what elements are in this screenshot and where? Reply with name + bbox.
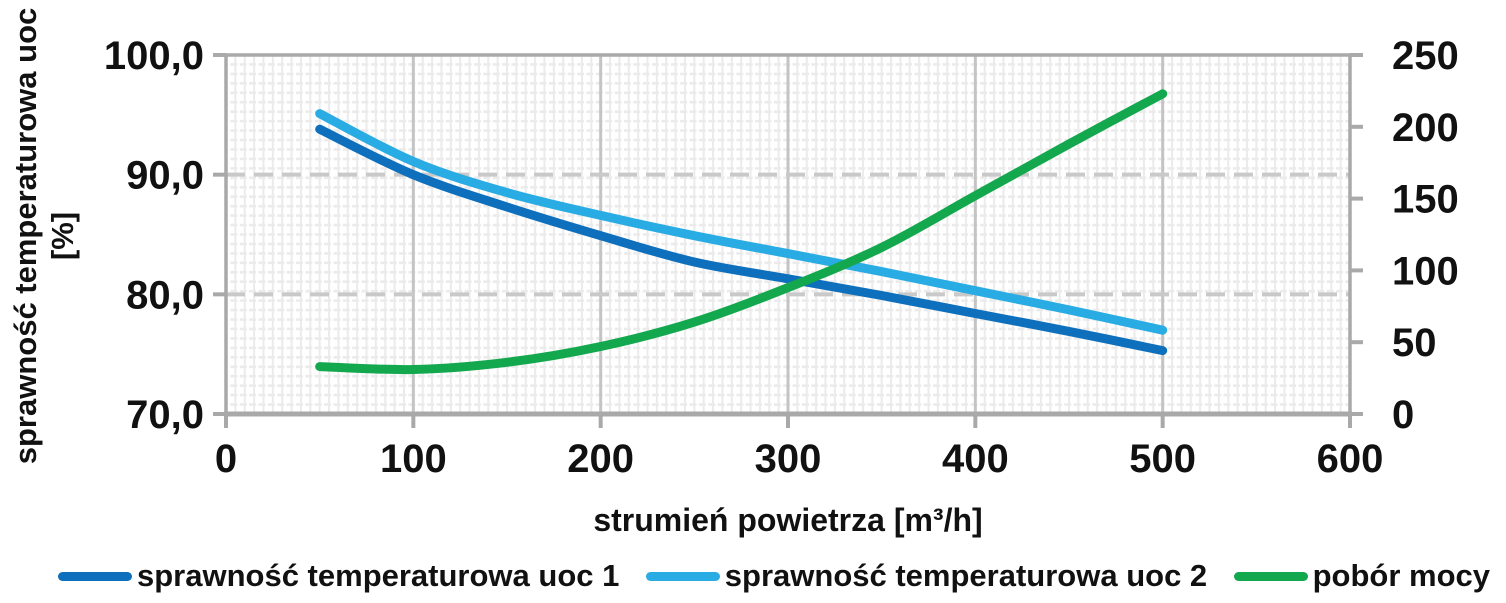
x-axis-tick-label: 400 xyxy=(942,437,1009,481)
series-line-1 xyxy=(315,124,1168,356)
tick-marks xyxy=(213,53,1363,428)
legend-label-pobor-mocy: pobór mocy xyxy=(1312,558,1490,593)
left-axis-tick-label: 100,0 xyxy=(104,34,204,78)
legend-swatch-uoc1-icon xyxy=(58,571,132,581)
x-axis-tick-label: 200 xyxy=(567,437,634,481)
left-axis-unit: [%] xyxy=(45,211,80,261)
legend: sprawność temperaturowa uoc 1 sprawność … xyxy=(58,556,1490,596)
legend-swatch-pobor-mocy-icon xyxy=(1233,571,1308,581)
x-axis-tick-label: 600 xyxy=(1317,437,1384,481)
left-axis-tick-label: 70,0 xyxy=(126,393,204,437)
left-axis-tick-label: 80,0 xyxy=(126,273,204,317)
legend-item-pobor-mocy: pobór mocy xyxy=(1233,558,1490,594)
right-axis-tick-label: 50 xyxy=(1392,321,1437,365)
right-axis-tick-label: 200 xyxy=(1392,106,1459,150)
legend-label-uoc1: sprawność temperaturowa uoc 1 xyxy=(137,558,620,593)
right-axis-tick-label: 100 xyxy=(1392,249,1459,293)
right-axis-tick-label: 250 xyxy=(1392,34,1459,78)
right-axis-tick-label: 0 xyxy=(1392,393,1414,437)
series-line-3 xyxy=(315,89,1168,375)
left-axis-tick-label: 90,0 xyxy=(126,154,204,198)
legend-item-uoc2: sprawność temperaturowa uoc 2 xyxy=(645,558,1208,594)
right-axis-tick-label: 150 xyxy=(1392,178,1459,222)
x-axis-tick-label: 0 xyxy=(215,437,237,481)
legend-label-uoc2: sprawność temperaturowa uoc 2 xyxy=(724,558,1208,593)
x-axis-title: strumień powietrza [m³/h] xyxy=(593,502,983,538)
legend-swatch-uoc2-icon xyxy=(645,571,720,581)
x-axis-tick-label: 100 xyxy=(380,437,447,481)
series-lines xyxy=(315,89,1168,375)
legend-item-uoc1: sprawność temperaturowa uoc 1 xyxy=(58,558,619,594)
left-axis-title-text: sprawność temperaturowa uoc xyxy=(8,7,43,465)
series-line-2 xyxy=(315,109,1168,335)
x-axis-tick-label: 300 xyxy=(755,437,822,481)
x-axis-tick-label: 500 xyxy=(1129,437,1196,481)
left-axis-title: sprawność temperaturowa uoc [%] xyxy=(0,0,88,474)
